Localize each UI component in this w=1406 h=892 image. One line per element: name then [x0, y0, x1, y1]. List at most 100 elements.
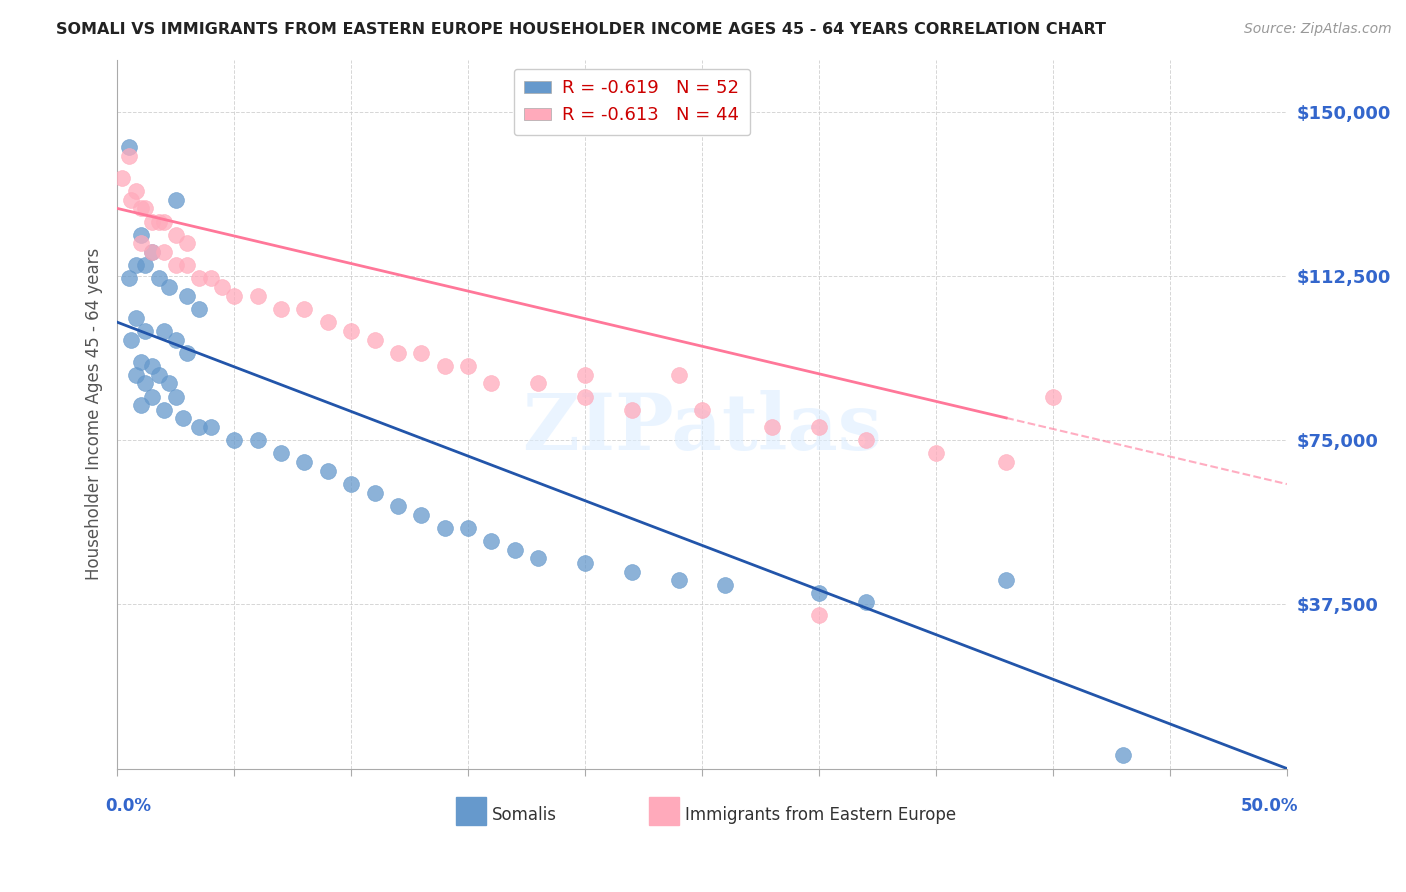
- Point: [148, 271, 170, 285]
- Point: [165, 227, 187, 242]
- Point: [855, 434, 877, 448]
- Point: [387, 499, 409, 513]
- Point: [188, 271, 211, 285]
- Point: [165, 390, 187, 404]
- Point: [574, 390, 596, 404]
- Point: [176, 346, 198, 360]
- Text: Source: ZipAtlas.com: Source: ZipAtlas.com: [1244, 22, 1392, 37]
- Point: [995, 574, 1018, 588]
- Point: [153, 402, 176, 417]
- Point: [118, 271, 141, 285]
- Point: [808, 420, 831, 434]
- Point: [165, 258, 187, 272]
- Text: ZIPatlas: ZIPatlas: [522, 390, 882, 467]
- Point: [141, 245, 163, 260]
- Point: [134, 202, 156, 216]
- Point: [200, 271, 222, 285]
- Point: [503, 542, 526, 557]
- Point: [134, 324, 156, 338]
- Point: [270, 446, 292, 460]
- Point: [129, 202, 152, 216]
- Point: [172, 411, 194, 425]
- Point: [246, 434, 269, 448]
- Point: [157, 280, 180, 294]
- Point: [411, 346, 433, 360]
- Point: [224, 289, 246, 303]
- Point: [141, 390, 163, 404]
- Point: [120, 193, 142, 207]
- Point: [153, 214, 176, 228]
- Point: [668, 574, 690, 588]
- Point: [457, 359, 479, 373]
- Point: [148, 368, 170, 382]
- Point: [527, 376, 550, 391]
- Point: [129, 354, 152, 368]
- Point: [668, 368, 690, 382]
- Point: [165, 193, 187, 207]
- Point: [141, 245, 163, 260]
- Point: [808, 608, 831, 623]
- Point: [340, 324, 363, 338]
- Point: [129, 236, 152, 251]
- Point: [433, 359, 456, 373]
- Point: [457, 521, 479, 535]
- Text: 0.0%: 0.0%: [105, 797, 152, 815]
- Point: [292, 455, 315, 469]
- Point: [141, 214, 163, 228]
- Point: [761, 420, 783, 434]
- Point: [995, 455, 1018, 469]
- Point: [527, 551, 550, 566]
- Point: [340, 477, 363, 491]
- Point: [188, 301, 211, 316]
- Point: [118, 149, 141, 163]
- Bar: [650, 797, 679, 825]
- Point: [574, 368, 596, 382]
- Point: [574, 556, 596, 570]
- Text: Immigrants from Eastern Europe: Immigrants from Eastern Europe: [685, 805, 956, 823]
- Point: [134, 376, 156, 391]
- Point: [224, 434, 246, 448]
- Point: [125, 310, 148, 325]
- Point: [246, 289, 269, 303]
- Point: [620, 402, 643, 417]
- Legend: R = -0.619   N = 52, R = -0.613   N = 44: R = -0.619 N = 52, R = -0.613 N = 44: [513, 69, 751, 136]
- Point: [153, 245, 176, 260]
- Point: [714, 578, 737, 592]
- Point: [620, 565, 643, 579]
- Y-axis label: Householder Income Ages 45 - 64 years: Householder Income Ages 45 - 64 years: [86, 248, 103, 580]
- Text: 50.0%: 50.0%: [1241, 797, 1299, 815]
- Point: [111, 170, 134, 185]
- Point: [1112, 748, 1135, 763]
- Point: [292, 301, 315, 316]
- Point: [134, 258, 156, 272]
- Point: [855, 595, 877, 609]
- Point: [481, 533, 503, 548]
- Point: [200, 420, 222, 434]
- Text: Somalis: Somalis: [492, 805, 557, 823]
- Point: [176, 236, 198, 251]
- Point: [363, 333, 385, 347]
- Point: [125, 184, 148, 198]
- Point: [129, 227, 152, 242]
- Point: [176, 258, 198, 272]
- Point: [925, 446, 948, 460]
- Point: [690, 402, 713, 417]
- Point: [316, 315, 339, 329]
- Point: [188, 420, 211, 434]
- Point: [433, 521, 456, 535]
- Point: [153, 324, 176, 338]
- Point: [387, 346, 409, 360]
- Point: [125, 258, 148, 272]
- Point: [270, 301, 292, 316]
- Point: [211, 280, 233, 294]
- Point: [118, 140, 141, 154]
- Point: [120, 333, 142, 347]
- Point: [316, 464, 339, 478]
- Bar: [457, 797, 485, 825]
- Point: [165, 333, 187, 347]
- Point: [481, 376, 503, 391]
- Point: [125, 368, 148, 382]
- Text: SOMALI VS IMMIGRANTS FROM EASTERN EUROPE HOUSEHOLDER INCOME AGES 45 - 64 YEARS C: SOMALI VS IMMIGRANTS FROM EASTERN EUROPE…: [56, 22, 1107, 37]
- Point: [148, 214, 170, 228]
- Point: [1042, 390, 1064, 404]
